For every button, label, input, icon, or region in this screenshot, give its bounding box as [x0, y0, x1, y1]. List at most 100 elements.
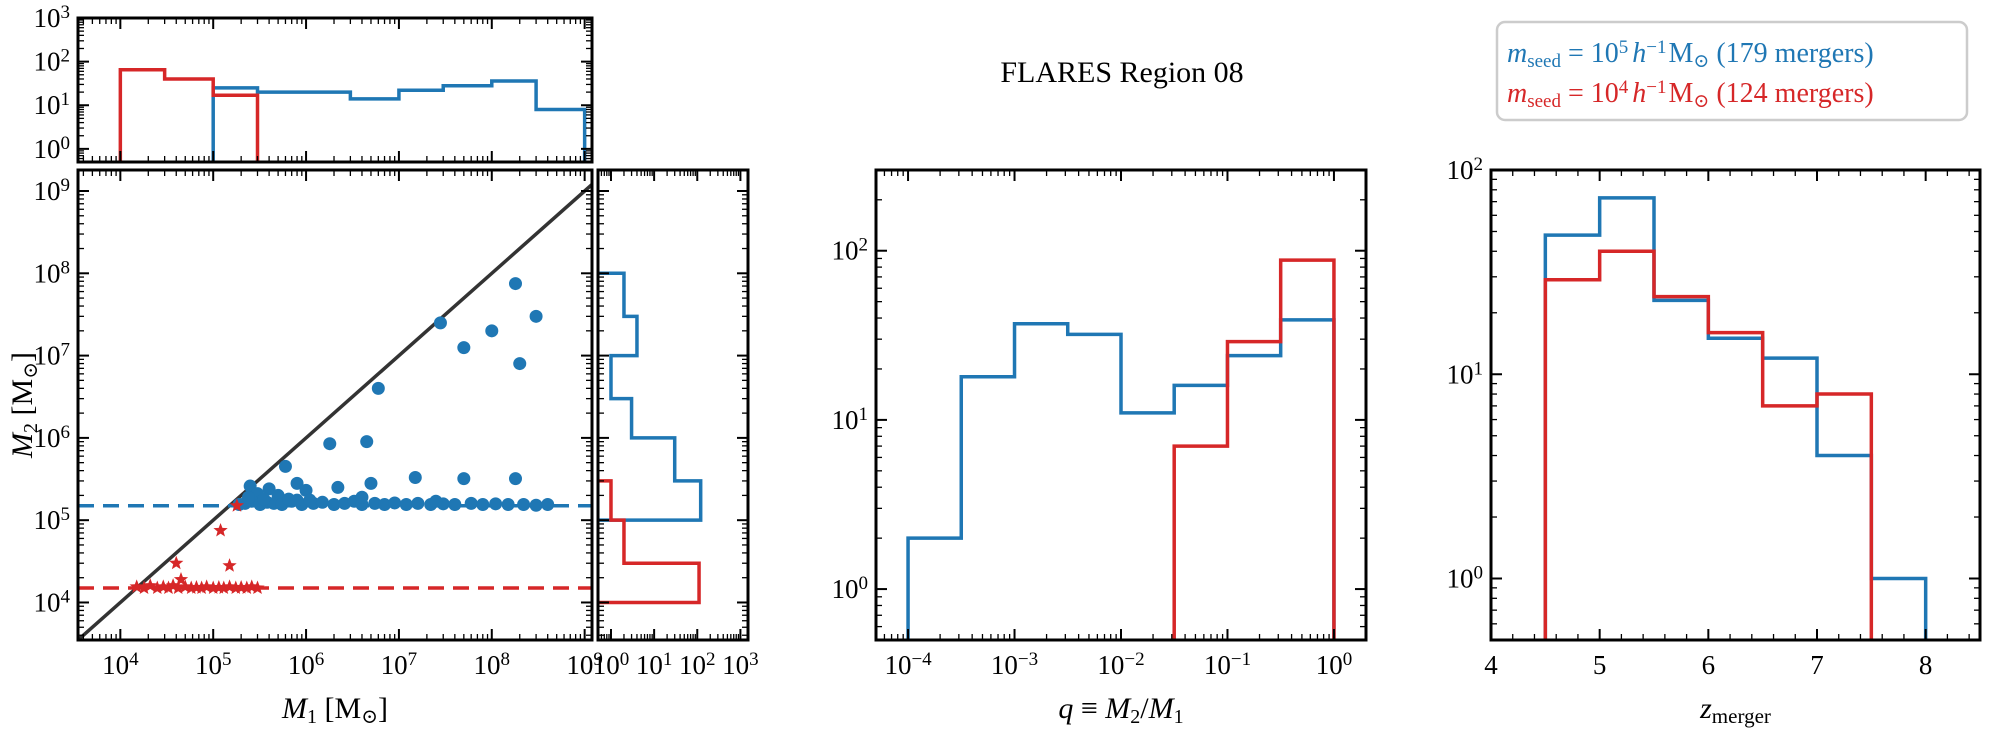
data-point-blue: [517, 498, 531, 512]
z-hist-area: [1543, 196, 1928, 640]
tick-label: 5: [1593, 650, 1607, 680]
scatter-panel: 104 105 106 107 108 109 104 105 106 107 108 109 M1 […: [6, 168, 603, 728]
tick-label: 103: [34, 2, 71, 33]
data-point-blue: [485, 324, 499, 338]
legend: mseed = 105 h−1M⊙ (179 mergers) mseed = 10…: [1495, 20, 1969, 122]
tick-label: 100: [832, 574, 869, 605]
red-z-histogram: [1543, 249, 1874, 640]
data-point-blue: [371, 381, 385, 395]
tick-label: 102: [832, 235, 869, 266]
identity-line: [78, 183, 592, 640]
tick-label: 104: [34, 587, 71, 618]
scatter-plot-area: [78, 183, 592, 640]
tick-label: 101: [636, 649, 673, 680]
tick-label: 102: [679, 649, 716, 680]
scatter-frame: [76, 168, 594, 642]
data-point-blue: [411, 496, 425, 510]
redshift-histogram-panel: 4 5 6 7 8 100 101 102 zmerger: [1447, 154, 1982, 728]
data-point-red-star: [169, 555, 184, 570]
data-point-blue: [529, 309, 543, 323]
data-point-blue: [457, 472, 471, 486]
tick-label: 104: [102, 649, 139, 680]
q-hist-area: [906, 258, 1336, 640]
data-point-blue: [262, 482, 276, 496]
data-point-red-star: [250, 580, 265, 595]
data-point-blue: [299, 483, 313, 497]
data-point-blue: [331, 480, 345, 494]
red-m2-histogram: [598, 479, 701, 605]
tick-label: 101: [832, 404, 869, 435]
data-point-blue: [323, 437, 337, 451]
data-point-red-star: [194, 580, 209, 595]
data-point-red-star: [171, 580, 186, 595]
data-point-blue: [408, 471, 422, 485]
tick-label: 107: [381, 649, 418, 680]
tick-label: 109: [34, 175, 71, 206]
tick-label: 102: [34, 46, 71, 77]
tick-label: 10−4: [884, 649, 932, 680]
data-point-red-star: [129, 579, 144, 593]
tick-label: 100: [1447, 563, 1484, 594]
tick-label: 10−2: [1097, 649, 1144, 680]
data-point-blue: [448, 498, 462, 512]
data-point-red-star: [229, 498, 245, 512]
data-point-red-star: [222, 558, 237, 572]
data-point-blue: [242, 490, 256, 504]
data-point-red-star: [173, 572, 189, 586]
data-point-blue: [429, 494, 443, 508]
data-point-red-star: [206, 580, 221, 595]
tick-label: 10−1: [1204, 649, 1251, 680]
data-point-blue: [327, 498, 341, 512]
tick-label: 6: [1702, 650, 1716, 680]
data-point-blue: [476, 498, 490, 512]
data-point-red-star: [136, 580, 152, 595]
data-point-blue: [508, 277, 522, 291]
data-point-blue: [464, 496, 478, 510]
z-hist-frame: [1489, 168, 1982, 642]
data-point-blue: [257, 492, 271, 506]
data-point-red-star: [143, 578, 158, 592]
data-point-red-star: [228, 580, 243, 595]
data-point-blue: [513, 357, 527, 371]
data-point-blue: [433, 316, 447, 330]
data-point-blue: [388, 496, 402, 510]
data-point-red-star: [161, 580, 176, 595]
right-hist-frame: [596, 168, 750, 642]
tick-label: 10−3: [991, 649, 1038, 680]
tick-label: 108: [34, 258, 71, 289]
data-point-blue: [303, 493, 317, 507]
data-point-blue: [290, 493, 304, 507]
data-point-red-star: [239, 580, 254, 595]
tick-label: 105: [195, 649, 232, 680]
legend-entry-red: mseed = 104 h−1M⊙ (124 mergers): [1507, 77, 1874, 111]
tick-label: 106: [288, 649, 325, 680]
tick-label: 106: [34, 422, 71, 453]
data-point-blue: [501, 498, 515, 512]
tick-label: 100: [593, 649, 630, 680]
data-point-red-star: [165, 578, 181, 592]
tick-label: 101: [34, 90, 71, 121]
right-hist-area: [598, 271, 703, 605]
tick-label: 4: [1484, 650, 1498, 680]
data-point-blue: [489, 497, 503, 511]
tick-label: 103: [722, 649, 759, 680]
data-point-blue: [355, 490, 369, 504]
right-histogram-panel: 100 101 102 103: [593, 168, 759, 680]
data-point-blue: [368, 496, 382, 510]
blue-q-histogram: [906, 318, 1336, 640]
mass-ratio-histogram-panel: 10−4 10−3 10−2 10−1 100 100 101 102 q ≡ M2/M1: [832, 168, 1368, 728]
tick-label: 7: [1810, 650, 1824, 680]
data-point-blue: [278, 459, 292, 473]
tick-label: 109: [566, 649, 603, 680]
tick-label: 108: [474, 649, 511, 680]
data-point-blue: [315, 495, 329, 509]
data-point-blue: [457, 341, 471, 355]
scatter-x-axis-label: M1 [M⊙]: [281, 692, 388, 728]
data-point-blue: [508, 472, 522, 486]
q-x-axis-label: q ≡ M2/M1: [1058, 692, 1183, 728]
data-point-blue: [290, 476, 304, 490]
data-point-blue: [378, 498, 392, 512]
data-point-blue: [360, 435, 374, 449]
data-point-blue: [541, 498, 555, 512]
